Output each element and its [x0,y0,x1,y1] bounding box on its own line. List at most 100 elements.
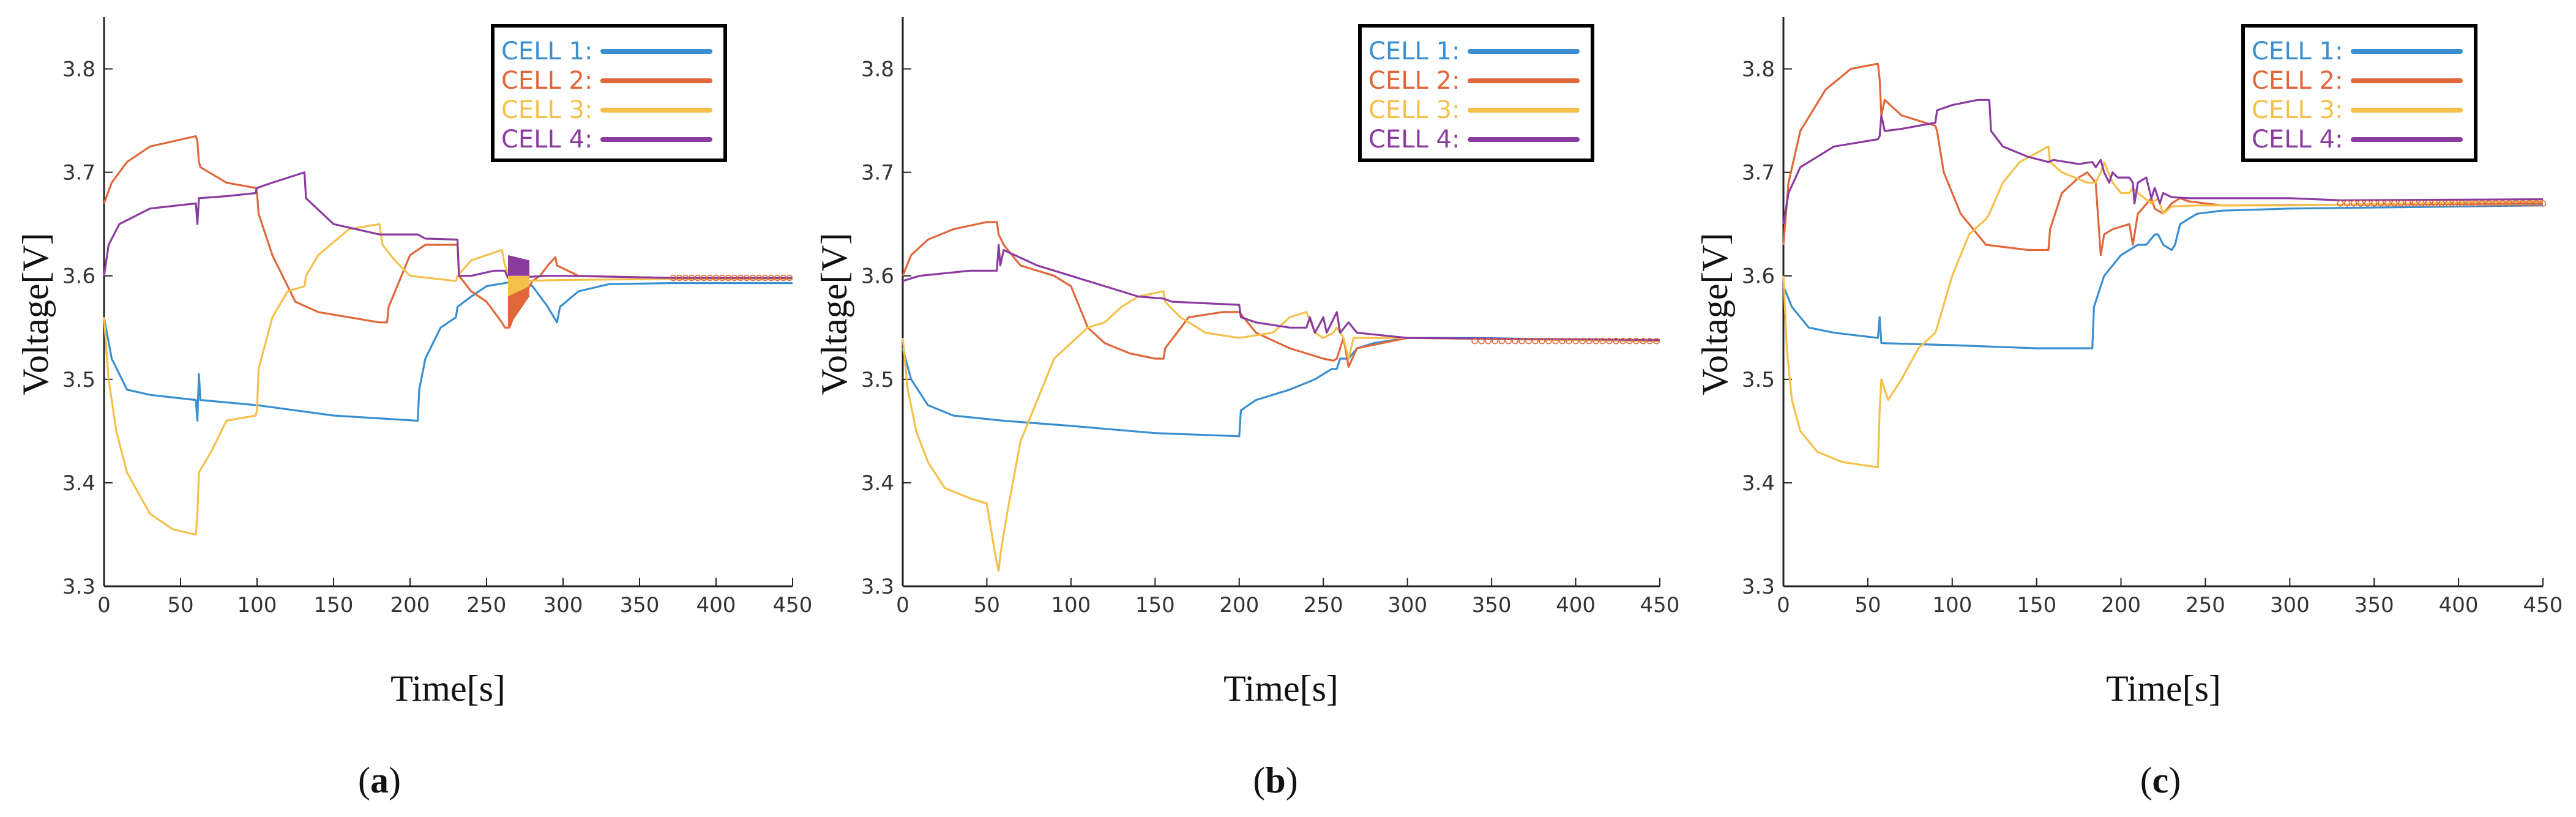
overlap-patch-orange [508,286,529,328]
y-tick-label: 3.3 [861,575,894,599]
y-axis-title: Voltage[V] [1695,233,1735,395]
series-line-cell-1 [902,337,1660,438]
converged-marker [670,274,677,282]
converged-marker [1572,337,1579,345]
converged-marker [1532,337,1539,345]
x-axis-title: Time[s] [2106,668,2221,709]
converged-marker [1545,337,1552,345]
series-line-cell-1 [1782,204,2544,349]
converged-marker [780,274,787,282]
x-tick-label: 100 [1051,593,1091,617]
converged-marker [786,274,793,282]
converged-marker [2472,200,2479,207]
x-tick-label: 300 [2270,593,2310,617]
converged-marker [1579,337,1586,345]
y-tick-label: 3.6 [62,264,95,289]
x-axis-title: Time[s] [390,668,506,709]
x-tick-label: 150 [1135,593,1175,617]
x-tick-label: 200 [390,593,430,617]
converged-marker [2384,200,2391,207]
converged-marker [2438,200,2445,207]
converged-marker [2506,200,2513,207]
y-tick-label: 3.7 [1742,161,1775,185]
converged-marker [1485,337,1491,345]
y-axis-title: Voltage[V] [814,233,854,395]
x-tick-label: 400 [1556,593,1596,617]
converged-marker [749,274,756,282]
x-tick-label: 0 [97,593,111,617]
series-line-cell-3 [103,223,793,536]
legend-entry-label: CELL 3: [2252,96,2343,124]
overlap-patch-purple [508,255,529,276]
converged-marker [1566,337,1572,345]
converged-marker [1539,337,1545,345]
converged-marker [682,274,689,282]
converged-marker [761,274,769,282]
chart-panel-a: 0 50 100 150 200 250 300 350 400 450 3.3 3.4 3.5 3.6 3… [15,17,812,800]
x-tick-label: 350 [2354,593,2394,617]
x-tick-label: 50 [1854,593,1881,617]
converged-marker [2391,200,2398,207]
converged-marker [1478,337,1485,345]
converged-marker [2492,200,2499,207]
overlap-patch-yellow [508,275,529,297]
y-tick-label: 3.5 [1742,368,1775,392]
converged-marker [1559,337,1566,345]
converged-marker [2485,200,2493,207]
legend-entry-label: CELL 1: [2252,37,2343,65]
x-tick-label: 100 [1932,593,1972,617]
converged-marker [2418,200,2425,207]
y-tick-label: 3.3 [1742,575,1775,599]
converged-marker [2452,200,2458,207]
y-tick-label: 3.4 [1742,471,1775,496]
y-axis-title: Voltage[V] [15,233,56,395]
legend-entry-label: CELL 4: [1368,125,1460,154]
converged-marker [694,274,701,282]
converged-marker [2377,200,2384,207]
legend-entry-label: CELL 4: [2252,125,2343,154]
converged-marker [755,274,763,282]
converged-marker [1640,337,1646,345]
converged-marker [2364,200,2371,207]
series-line-cell-3 [1782,145,2544,469]
converged-marker [1646,337,1653,345]
y-tick-label: 3.4 [62,471,95,496]
legend-entry-label: CELL 2: [501,67,592,95]
converged-marker [2357,200,2364,207]
converged-marker [2398,200,2405,207]
x-tick-label: 400 [696,593,736,617]
x-tick-label: 350 [1472,593,1512,617]
x-tick-label: 0 [896,593,909,617]
x-tick-label: 200 [2101,593,2141,617]
converged-marker [731,274,738,282]
converged-marker [2405,200,2411,207]
legend-entry-label: CELL 1: [501,37,592,65]
chart-panel-b: 0 50 100 150 200 250 300 350 400 450 3.3 3.4 3.5 3.6 3… [814,17,1679,800]
y-tick-label: 3.3 [62,575,95,599]
converged-marker [2425,200,2432,207]
x-tick-label: 200 [1219,593,1259,617]
converged-marker [1491,337,1498,345]
series-line-cell-4 [902,244,1660,341]
x-tick-label: 450 [2523,593,2563,617]
legend-entry-label: CELL 2: [2252,67,2343,95]
x-axis-title: Time[s] [1223,668,1338,709]
x-tick-label: 150 [314,593,354,617]
converged-marker [1512,337,1518,345]
x-tick-label: 100 [237,593,277,617]
series-line-cell-4 [1782,99,2544,225]
y-tick-label: 3.5 [861,368,894,392]
converged-marker [1626,337,1633,345]
x-tick-label: 350 [620,593,660,617]
converged-marker [1518,337,1525,345]
converged-marker [2539,200,2547,207]
series-line-cell-2 [103,135,793,329]
converged-marker [2337,200,2344,207]
converged-marker [2350,200,2358,207]
y-tick-label: 3.8 [861,58,894,82]
converged-marker [737,274,744,282]
series-line-cell-4 [103,171,793,279]
converged-marker [706,274,714,282]
panel-label: (c) [2140,760,2181,800]
